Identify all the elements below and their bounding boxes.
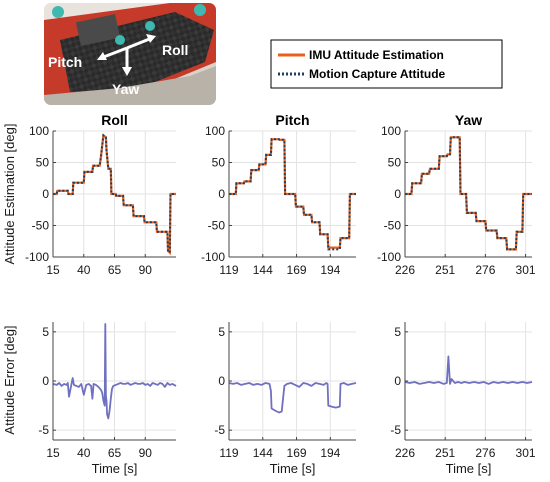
drone-photo: Pitch Roll Yaw [44,3,216,105]
chart-panel-error-pitch: 119 144 169 194 5 0 -5 Time [s] [214,322,357,476]
x-tick-label: 40 [77,263,91,277]
axes-arrows [97,34,156,76]
series-line-imu [405,136,532,251]
panel-title: Yaw [455,112,482,128]
chart-panel-attitude-yaw: 226 251 276 301 100 50 0 -50 -100 Yaw [377,112,536,277]
y-tick-label: 0 [42,374,49,388]
y-tick-label: -5 [390,423,401,437]
x-tick-label: 301 [516,446,536,460]
legend-label-mocap: Motion Capture Attitude [309,67,446,81]
legend-box [270,39,503,89]
y-tick-label: 0 [42,187,49,201]
series-line-error [228,382,357,414]
x-tick-label: 194 [320,263,340,277]
series-line-mocap [229,138,356,251]
x-tick-label: 194 [320,446,340,460]
x-tick-label: 90 [139,263,153,277]
x-tick-label: 301 [516,263,536,277]
series-line-mocap [405,136,532,251]
y-tick-label: 100 [381,124,401,138]
legend: IMU Attitude Estimation Motion Capture A… [270,39,503,89]
x-axis-label: Time [s] [446,461,492,476]
y-tick-label: 0 [394,187,401,201]
y-tick-label: -100 [201,250,225,264]
y-tick-label: 100 [205,124,225,138]
y-axis-label-error: Attitude Error [deg] [2,325,17,434]
y-tick-label: 0 [218,187,225,201]
x-tick-label: 119 [219,446,238,460]
y-axis-label-estimation: Attitude Estimation [deg] [2,124,17,265]
x-tick-label: 169 [287,446,307,460]
panel-title: Roll [101,112,127,128]
y-tick-label: 50 [388,156,402,170]
y-tick-label: 5 [42,325,49,339]
panel-title: Pitch [275,112,309,128]
x-tick-label: 40 [77,446,91,460]
y-tick-label: -100 [377,250,401,264]
y-tick-label: -50 [208,219,226,233]
x-tick-label: 276 [475,446,495,460]
series-line-error [52,323,177,420]
y-tick-label: 5 [218,325,225,339]
x-tick-label: 15 [46,263,60,277]
x-tick-label: 90 [139,446,153,460]
photo-label-roll: Roll [162,42,188,58]
y-tick-label: -5 [38,423,49,437]
x-tick-label: 251 [435,263,455,277]
y-tick-label: 100 [29,124,49,138]
y-tick-label: 5 [394,325,401,339]
x-tick-label: 226 [395,263,415,277]
y-tick-label: 0 [218,374,225,388]
x-tick-label: 226 [395,446,415,460]
x-tick-label: 15 [46,446,60,460]
x-tick-label: 65 [108,446,122,460]
y-tick-label: -50 [32,219,50,233]
x-tick-label: 119 [219,263,238,277]
y-tick-label: 0 [394,374,401,388]
y-tick-label: -5 [214,423,225,437]
x-tick-label: 169 [287,263,307,277]
series-line-mocap [53,133,176,256]
chart-panel-error-roll: 15 40 65 90 5 0 -5 Time [s] [38,322,177,476]
y-tick-label: -50 [384,219,402,233]
y-tick-label: 50 [36,156,50,170]
photo-label-pitch: Pitch [48,54,82,70]
x-tick-label: 65 [108,263,122,277]
y-tick-label: 50 [212,156,226,170]
x-axis-label: Time [s] [92,461,138,476]
x-tick-label: 251 [435,446,455,460]
chart-panel-attitude-roll: 15 40 65 90 100 50 0 -50 -100 Roll [25,112,176,277]
chart-panel-error-yaw: 226 251 276 301 5 0 -5 Time [s] [390,322,536,476]
legend-label-imu: IMU Attitude Estimation [309,48,444,62]
x-tick-label: 144 [253,446,273,460]
y-tick-label: -100 [25,250,49,264]
x-axis-label: Time [s] [270,461,316,476]
x-tick-label: 276 [475,263,495,277]
chart-panel-attitude-pitch: 119 144 169 194 100 50 0 -50 -100 Pitch [201,112,356,277]
series-line-error [404,355,533,385]
photo-label-yaw: Yaw [112,81,139,97]
x-tick-label: 144 [253,263,273,277]
